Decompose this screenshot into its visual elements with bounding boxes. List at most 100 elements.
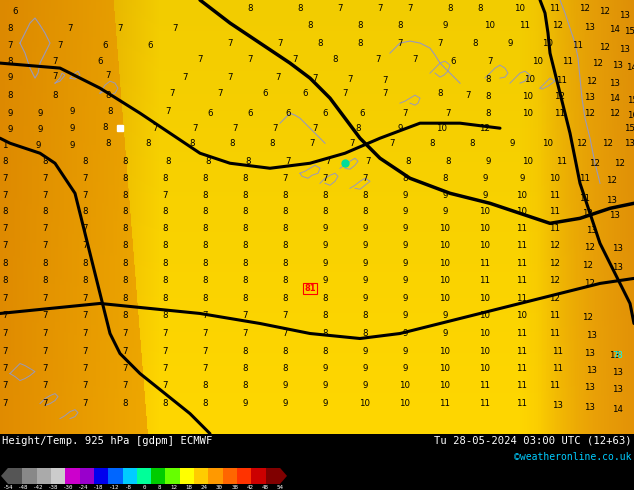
Text: 9: 9 <box>443 329 448 338</box>
Text: 7: 7 <box>182 73 188 82</box>
Text: 8: 8 <box>122 241 127 250</box>
Text: 8: 8 <box>82 259 87 268</box>
Text: 8: 8 <box>122 294 127 303</box>
Bar <box>194 468 209 484</box>
Bar <box>94 468 108 484</box>
Text: -24: -24 <box>79 486 89 490</box>
Text: 8: 8 <box>42 207 48 216</box>
Text: 8: 8 <box>242 347 248 356</box>
Text: 11: 11 <box>517 276 527 285</box>
Text: 8: 8 <box>362 311 368 320</box>
Text: 8: 8 <box>242 224 248 233</box>
Text: 7: 7 <box>337 3 343 13</box>
Bar <box>251 468 266 484</box>
Text: 13: 13 <box>586 226 597 235</box>
Text: 11: 11 <box>517 224 527 233</box>
Text: 11: 11 <box>562 56 574 66</box>
Text: 10: 10 <box>479 224 491 233</box>
Text: 10: 10 <box>439 364 451 373</box>
Text: 8: 8 <box>162 174 168 183</box>
Text: 12: 12 <box>586 76 597 86</box>
Text: 8: 8 <box>122 276 127 285</box>
Text: 7: 7 <box>247 54 253 64</box>
Text: 12: 12 <box>576 139 588 147</box>
Text: 8: 8 <box>105 139 111 147</box>
Text: 7: 7 <box>437 39 443 48</box>
Text: 13: 13 <box>612 61 623 70</box>
Text: 8: 8 <box>398 21 403 29</box>
Text: 9: 9 <box>507 39 513 48</box>
Text: 7: 7 <box>242 329 248 338</box>
Bar <box>180 468 194 484</box>
Text: 7: 7 <box>162 347 168 356</box>
Text: 13: 13 <box>607 196 618 205</box>
Text: 13: 13 <box>585 23 595 31</box>
Text: 12: 12 <box>550 294 560 303</box>
Text: 7: 7 <box>82 224 87 233</box>
Text: 8: 8 <box>122 191 127 200</box>
Text: 6: 6 <box>302 89 307 98</box>
Text: 10: 10 <box>439 381 451 390</box>
Text: 8: 8 <box>162 207 168 216</box>
Bar <box>80 468 94 484</box>
Text: 7: 7 <box>3 381 8 390</box>
Bar <box>137 468 151 484</box>
Text: 7: 7 <box>227 73 233 82</box>
Text: 7: 7 <box>217 89 223 98</box>
Text: 11: 11 <box>517 259 527 268</box>
Text: 7: 7 <box>282 174 288 183</box>
Text: 13: 13 <box>619 10 630 20</box>
Text: 10: 10 <box>517 207 527 216</box>
Text: 7: 7 <box>322 174 328 183</box>
Text: 7: 7 <box>342 89 348 98</box>
Text: 42: 42 <box>246 486 253 490</box>
Text: 8: 8 <box>282 207 288 216</box>
Text: 8: 8 <box>122 399 127 408</box>
Text: 7: 7 <box>313 74 318 83</box>
Text: 8: 8 <box>242 174 248 183</box>
Text: 10: 10 <box>522 92 533 100</box>
Text: 15: 15 <box>628 96 634 105</box>
Text: 11: 11 <box>552 364 564 373</box>
Text: 7: 7 <box>313 123 318 133</box>
Text: 11: 11 <box>517 329 527 338</box>
Text: 8: 8 <box>230 139 235 147</box>
Text: 13: 13 <box>612 368 623 377</box>
Text: 8: 8 <box>102 122 108 132</box>
Text: 8: 8 <box>162 311 168 320</box>
Text: -54: -54 <box>3 486 13 490</box>
Text: 6: 6 <box>207 109 213 118</box>
Text: 7: 7 <box>3 399 8 408</box>
Text: 8: 8 <box>3 157 8 166</box>
Text: 9: 9 <box>37 109 42 118</box>
Text: 8: 8 <box>282 241 288 250</box>
Text: -30: -30 <box>63 486 74 490</box>
Text: 7: 7 <box>172 24 178 32</box>
Text: 6: 6 <box>247 109 253 118</box>
Text: 16: 16 <box>628 111 634 120</box>
Text: 15: 15 <box>624 123 634 133</box>
Text: -12: -12 <box>108 486 119 490</box>
Text: 12: 12 <box>593 59 604 68</box>
Text: 8: 8 <box>42 157 48 166</box>
Text: 18: 18 <box>186 486 193 490</box>
Text: 12: 12 <box>600 43 611 51</box>
Text: 11: 11 <box>517 294 527 303</box>
Text: 8: 8 <box>242 241 248 250</box>
Text: 8: 8 <box>202 207 208 216</box>
Text: 8: 8 <box>485 74 491 84</box>
Text: 8: 8 <box>162 294 168 303</box>
Text: 8: 8 <box>362 191 368 200</box>
Text: 9: 9 <box>362 276 368 285</box>
Text: 13: 13 <box>585 349 595 358</box>
Text: 8: 8 <box>162 241 168 250</box>
Text: 8: 8 <box>202 294 208 303</box>
Text: 8: 8 <box>269 139 275 147</box>
Text: 9: 9 <box>362 241 368 250</box>
Bar <box>8 468 22 484</box>
Text: 9: 9 <box>482 174 488 183</box>
Text: 11: 11 <box>550 191 560 200</box>
Text: 7: 7 <box>42 311 48 320</box>
Text: 9: 9 <box>242 399 248 408</box>
Text: 8: 8 <box>7 91 13 99</box>
